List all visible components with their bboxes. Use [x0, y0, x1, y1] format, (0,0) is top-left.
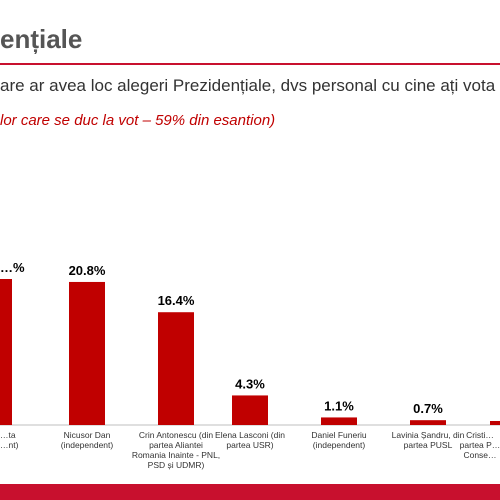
bar-3 — [232, 395, 268, 425]
category-label-6: Cristi… partea P… Conse… — [460, 430, 500, 460]
category-label-2: Crin Antonescu (din partea Aliantei Romani… — [132, 430, 220, 470]
category-label-5: Lavinia Șandru, din partea PUSL — [392, 430, 465, 450]
bar-0 — [0, 279, 12, 425]
category-label-4: Daniel Funeriu (independent) — [311, 430, 367, 450]
title-divider — [0, 63, 500, 65]
data-label-0: …% — [0, 260, 25, 275]
bar-4 — [321, 417, 357, 425]
category-label-0: …ta …nt) — [0, 430, 19, 450]
data-label-4: 1.1% — [324, 398, 354, 413]
data-label-2: 16.4% — [158, 293, 195, 308]
bar-6 — [490, 421, 500, 425]
sample-subtitle: lor care se duc la vot – 59% din esantio… — [0, 112, 276, 129]
data-label-5: 0.7% — [413, 401, 443, 416]
footer-bar — [0, 484, 500, 500]
bar-5 — [410, 420, 446, 425]
category-label-1: Nicusor Dan (independent) — [61, 430, 114, 450]
page-title: ențiale — [0, 24, 83, 54]
category-label-3: Elena Lasconi (din partea USR) — [215, 430, 285, 450]
survey-question: are ar avea loc alegeri Prezidențiale, d… — [0, 76, 496, 95]
data-label-1: 20.8% — [69, 263, 106, 278]
bar-1 — [69, 281, 105, 425]
bar-2 — [158, 312, 194, 425]
data-label-3: 4.3% — [235, 376, 265, 391]
